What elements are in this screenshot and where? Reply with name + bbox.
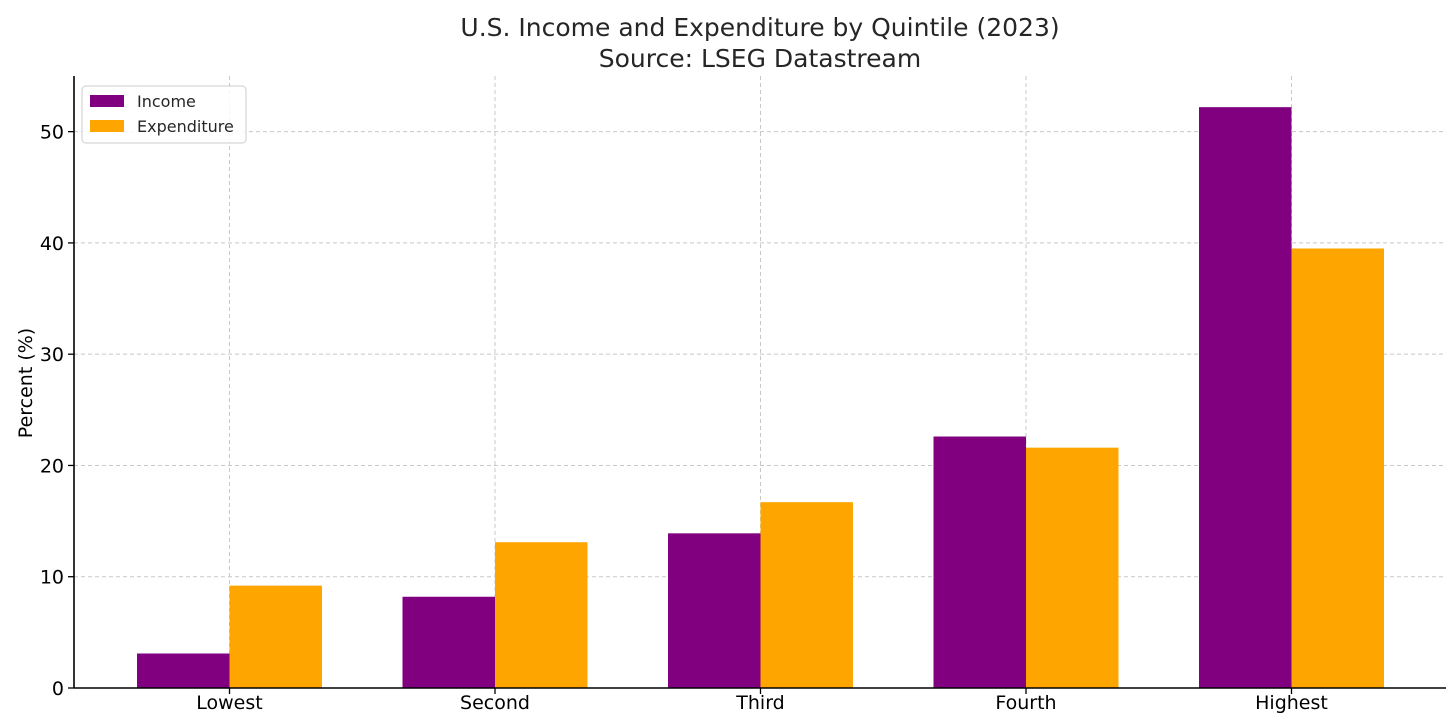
bar-expenditure-lowest — [229, 585, 322, 688]
bar-expenditure-highest — [1291, 248, 1384, 689]
y-tick-label: 20 — [40, 455, 64, 477]
bar-expenditure-second — [495, 542, 588, 688]
legend: Income Expenditure — [81, 85, 247, 144]
x-tick-label-third: Third — [735, 692, 784, 714]
chart-subtitle: Source: LSEG Datastream — [599, 44, 921, 73]
tick-labels: 0 10 20 30 40 50 Lowest Second Third Fourth Highes… — [40, 122, 1328, 714]
bar-income-highest — [1199, 107, 1292, 688]
y-axis-label: Percent (%) — [15, 328, 37, 438]
x-tick-label-fourth: Fourth — [995, 692, 1056, 714]
legend-swatch-expenditure — [90, 120, 124, 132]
bar-income-fourth — [933, 436, 1026, 688]
y-tick-label: 40 — [40, 233, 64, 255]
bars — [137, 107, 1384, 689]
x-tick-label-lowest: Lowest — [196, 692, 262, 714]
bar-expenditure-third — [760, 502, 853, 688]
x-tick-label-highest: Highest — [1255, 692, 1328, 714]
legend-swatch-income — [90, 95, 124, 107]
x-tick-label-second: Second — [460, 692, 530, 714]
y-tick-label: 10 — [40, 567, 64, 589]
legend-label-expenditure: Expenditure — [137, 117, 234, 136]
bar-income-second — [402, 596, 495, 688]
chart-title: U.S. Income and Expenditure by Quintile … — [460, 13, 1059, 42]
y-tick-label: 30 — [40, 344, 64, 366]
bar-income-third — [668, 533, 761, 688]
bar-expenditure-fourth — [1026, 447, 1119, 688]
y-tick-label: 50 — [40, 122, 64, 144]
y-tick-label: 0 — [52, 678, 64, 700]
bar-income-lowest — [137, 653, 230, 688]
legend-label-income: Income — [137, 92, 196, 111]
